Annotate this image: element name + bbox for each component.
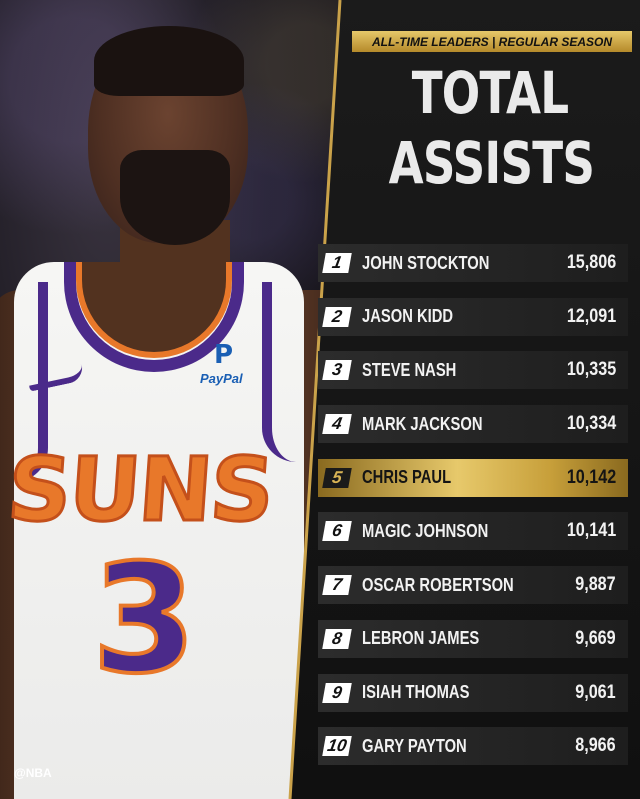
- title-line-2: ASSISTS: [388, 129, 595, 197]
- jersey-armhole-left: [14, 282, 48, 482]
- rank-badge: 1: [322, 253, 352, 273]
- leader-row: 9 ISIAH THOMAS 9,061: [318, 673, 628, 712]
- assist-total: 9,887: [575, 574, 617, 596]
- page-title: TOTAL ASSISTS: [388, 58, 595, 198]
- leader-row: 7 OSCAR ROBERTSON 9,887: [318, 566, 628, 605]
- leader-row: 8 LEBRON JAMES 9,669: [318, 619, 628, 658]
- player-name: OSCAR ROBERTSON: [362, 574, 514, 595]
- player-name: JOHN STOCKTON: [362, 252, 490, 273]
- leader-row-highlighted: 5 CHRIS PAUL 10,142: [318, 458, 628, 497]
- category-banner: ALL-TIME LEADERS | REGULAR SEASON: [352, 31, 632, 52]
- leader-row: 3 STEVE NASH 10,335: [318, 351, 628, 390]
- rank-badge: 7: [322, 575, 352, 596]
- player-name: MAGIC JOHNSON: [362, 520, 489, 541]
- assist-total: 10,335: [566, 359, 617, 381]
- rank-badge: 3: [322, 360, 352, 381]
- assist-total: 8,966: [575, 735, 617, 757]
- leaders-panel: [290, 0, 640, 799]
- assist-total: 9,061: [575, 681, 617, 703]
- rank-badge: 6: [322, 521, 352, 542]
- player-hair: [94, 26, 244, 96]
- leader-row: 2 JASON KIDD 12,091: [318, 297, 628, 336]
- player-beard: [120, 150, 230, 245]
- leader-row: 6 MAGIC JOHNSON 10,141: [318, 512, 628, 551]
- rank-badge: 9: [322, 682, 352, 703]
- player-name: CHRIS PAUL: [362, 467, 452, 488]
- leader-row: 10 GARY PAYTON 8,966: [318, 727, 628, 766]
- title-line-1: TOTAL: [411, 59, 569, 127]
- nba-watermark: @NBA: [14, 766, 52, 780]
- jersey-armhole-right: [262, 282, 296, 462]
- player-name: LEBRON JAMES: [362, 628, 480, 649]
- rank-badge: 5: [322, 467, 352, 488]
- player-name: JASON KIDD: [362, 306, 454, 327]
- leader-row: 1 JOHN STOCKTON 15,806: [318, 244, 628, 282]
- assist-total: 10,141: [566, 520, 617, 542]
- assist-total: 9,669: [575, 627, 617, 649]
- player-name: STEVE NASH: [362, 359, 457, 380]
- player-name: MARK JACKSON: [362, 413, 483, 434]
- player-name: ISIAH THOMAS: [362, 682, 470, 702]
- paypal-logo-icon: P: [214, 340, 234, 370]
- assist-total: 10,142: [566, 466, 617, 488]
- rank-badge: 4: [322, 414, 352, 435]
- leaders-list: 1 JOHN STOCKTON 15,806 2 JASON KIDD 12,0…: [318, 244, 628, 781]
- jersey-team-name: SUNS: [3, 437, 277, 543]
- player-name: GARY PAYTON: [362, 735, 467, 756]
- rank-badge: 2: [322, 306, 352, 327]
- jersey-number: 3: [90, 533, 198, 707]
- assist-total: 10,334: [566, 413, 617, 435]
- jersey-sponsor: PayPal: [200, 371, 243, 386]
- rank-badge: 10: [322, 736, 352, 757]
- assist-total: 12,091: [566, 305, 617, 327]
- assist-total: 15,806: [566, 252, 617, 273]
- leader-row: 4 MARK JACKSON 10,334: [318, 405, 628, 444]
- rank-badge: 8: [322, 628, 352, 649]
